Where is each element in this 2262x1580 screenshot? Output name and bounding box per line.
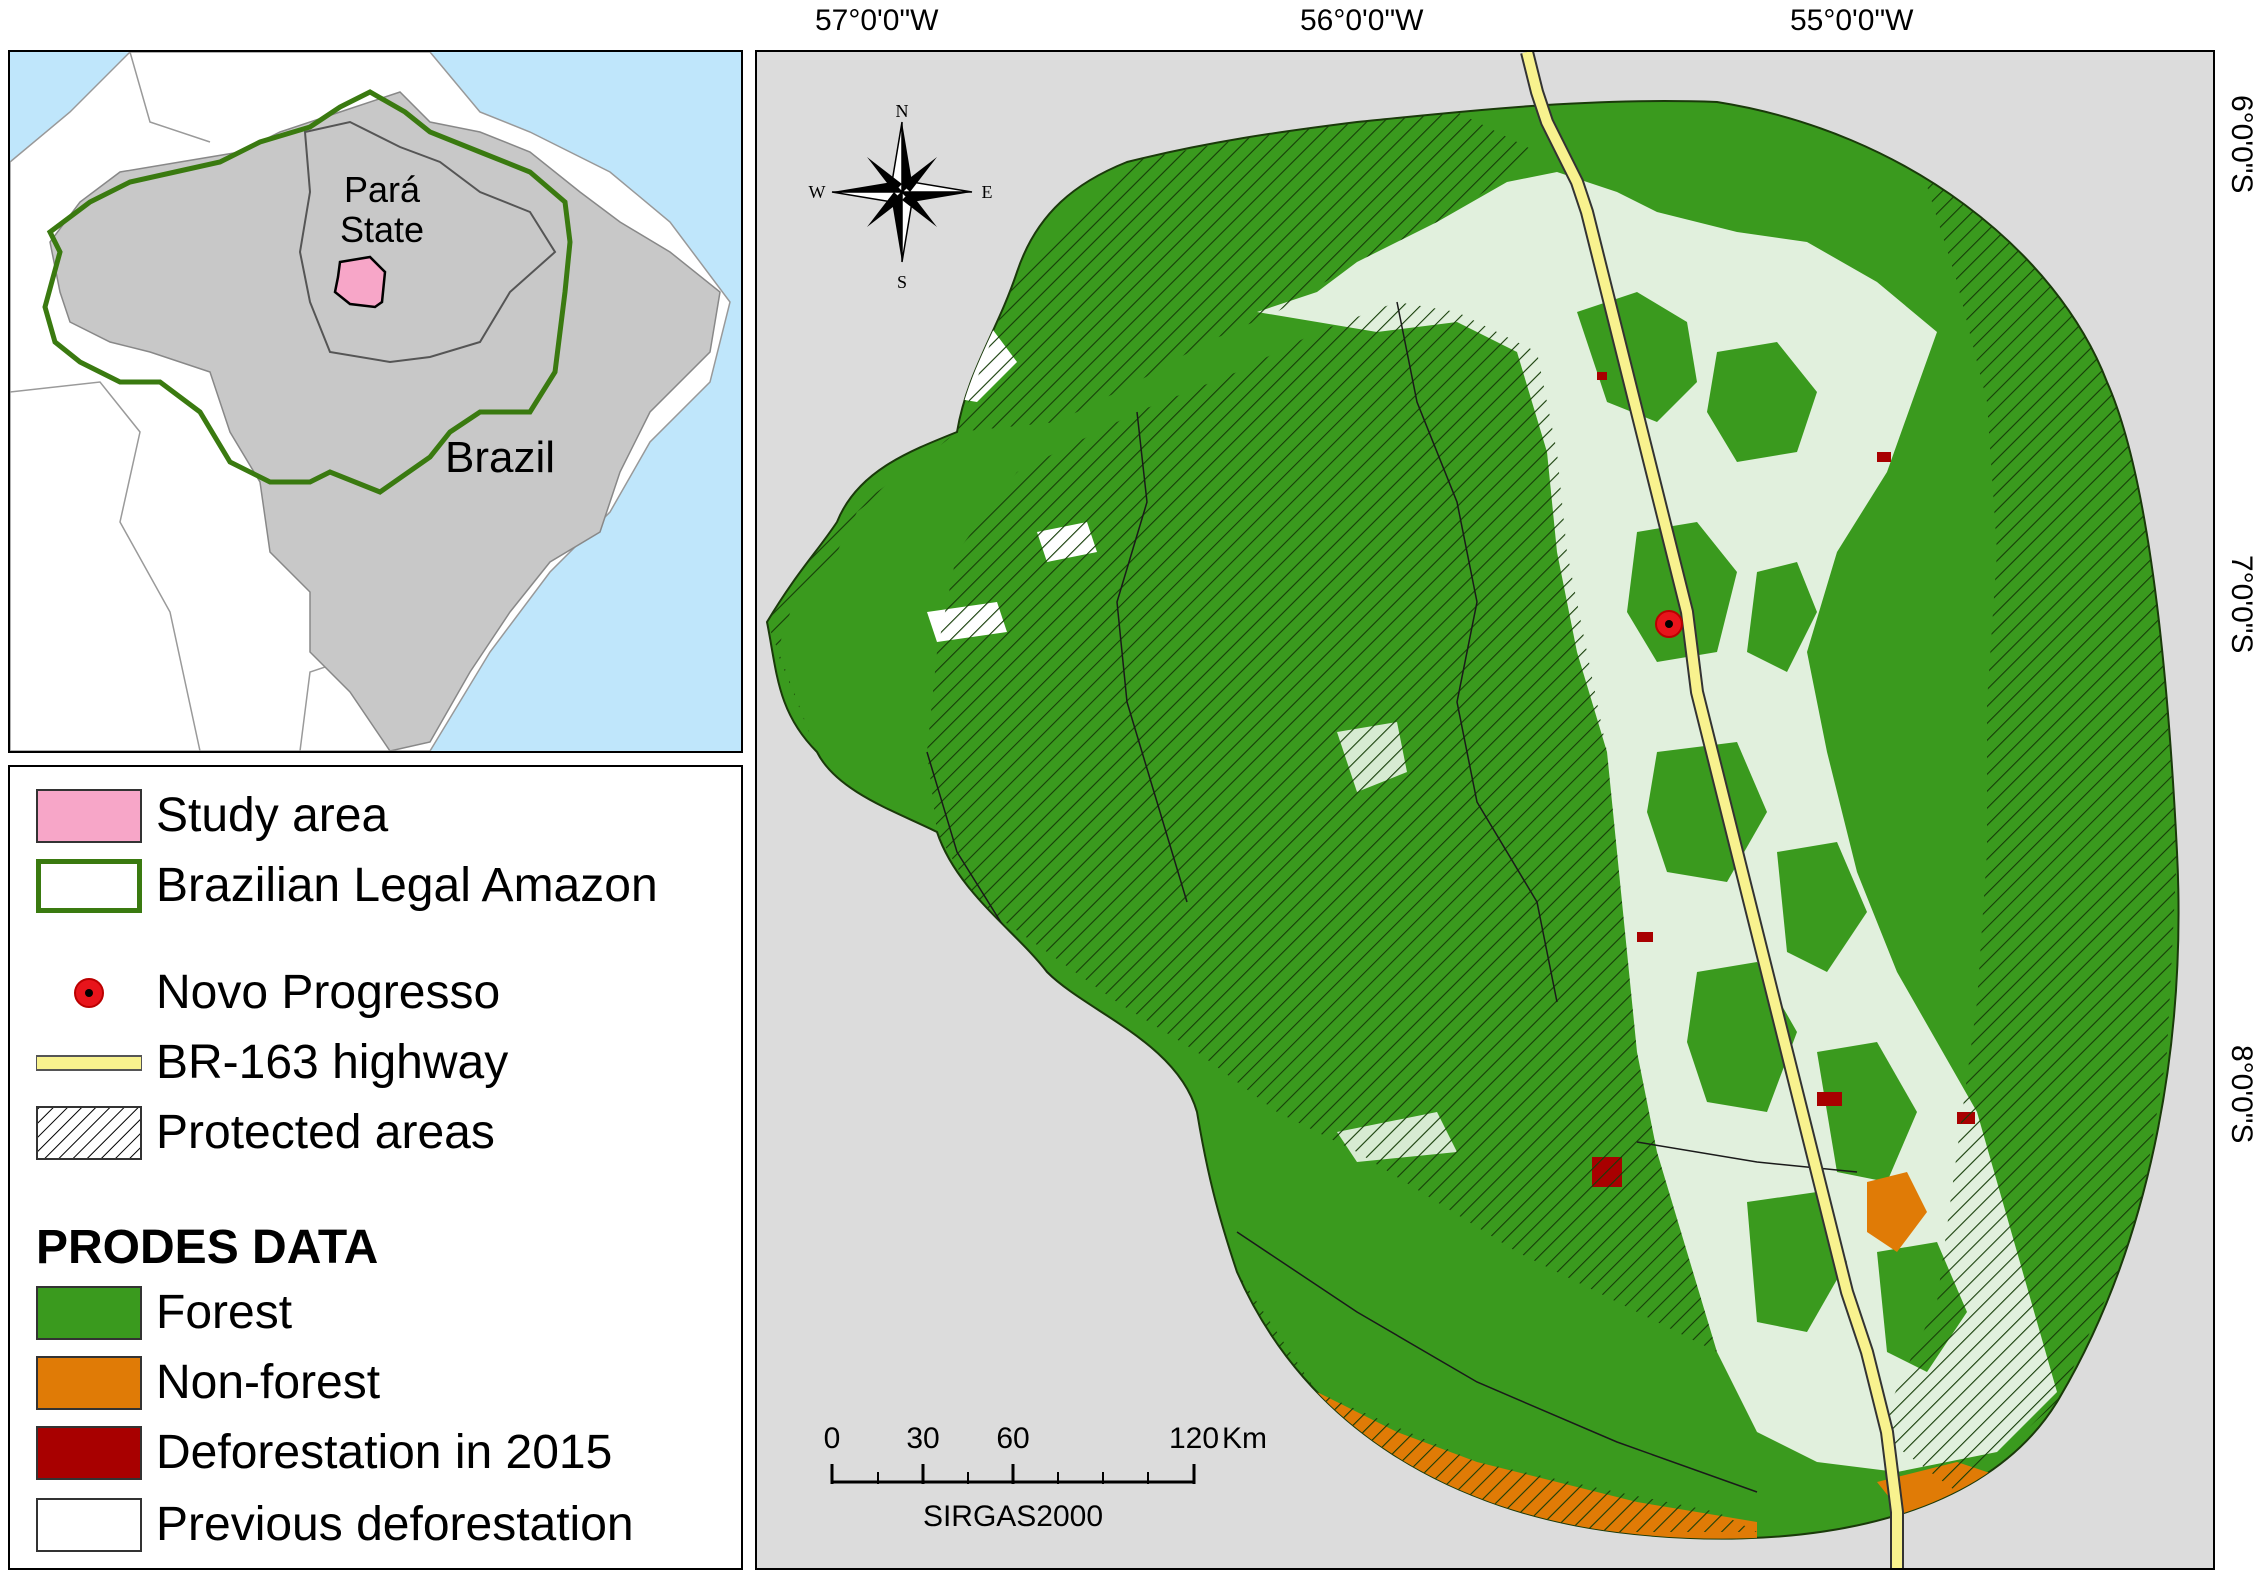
para-state-outline	[298, 120, 557, 364]
non-forest-swatch	[36, 1355, 142, 1410]
main-study-area-map: N S E W 0 30 60 120 Km SIRGAS2000	[755, 50, 2215, 1570]
legend-item-legal-amazon: Brazilian Legal Amazon	[36, 858, 658, 913]
legend-item-highway: BR-163 highway	[36, 1035, 508, 1090]
brazil-label: Brazil	[445, 433, 555, 482]
legend-item-forest: Forest	[36, 1285, 292, 1340]
compass-north: N	[896, 101, 909, 121]
scale-bar: 0 30 60 120 Km SIRGAS2000	[824, 1422, 1267, 1533]
legend-label: Deforestation in 2015	[156, 1426, 613, 1479]
inset-map-svg: Pará State Brazil	[10, 52, 731, 751]
legend-label: Study area	[156, 789, 389, 842]
legend-item-study-area: Study area	[36, 788, 388, 843]
legend-item-non-forest: Non-forest	[36, 1355, 380, 1410]
scale-datum: SIRGAS2000	[923, 1500, 1103, 1533]
latitude-label-8s: 8°0'0"S	[2225, 1045, 2258, 1144]
scale-tick-30: 30	[906, 1422, 939, 1455]
legend-item-previous-deforestation: Previous deforestation	[36, 1497, 634, 1552]
latitude-label-6s: 6°0'0"S	[2225, 95, 2258, 194]
scale-tick-60: 60	[996, 1422, 1029, 1455]
hatch-pattern-icon	[38, 1107, 140, 1158]
inset-locator-map: Pará State Brazil	[8, 50, 743, 753]
non-forest-patch	[1867, 1172, 1927, 1252]
yellow-line-icon	[36, 1054, 142, 1071]
longitude-label-57w: 57°0'0"W	[815, 4, 939, 37]
legend-item-protected-areas: Protected areas	[36, 1105, 495, 1160]
legal-amazon-swatch	[36, 858, 142, 913]
legal-amazon-outline	[42, 89, 573, 495]
deforestation-2015-swatch	[36, 1425, 142, 1480]
protected-area-east	[1877, 122, 2177, 1492]
highway-symbol	[36, 1036, 142, 1090]
red-dot-icon	[74, 977, 104, 1008]
compass-rose-icon: N S E W	[809, 101, 993, 292]
legend-label: Previous deforestation	[156, 1498, 634, 1551]
forest-swatch	[36, 1285, 142, 1340]
protected-areas-swatch	[36, 1105, 142, 1160]
scale-unit: Km	[1222, 1422, 1267, 1455]
para-state-label-line1: Pará	[344, 169, 421, 210]
legend-item-deforestation-2015: Deforestation in 2015	[36, 1425, 612, 1480]
protected-area-center	[927, 302, 1717, 1352]
legend-label: Brazilian Legal Amazon	[156, 859, 658, 912]
novo-progresso-symbol	[36, 966, 142, 1020]
main-map-svg: N S E W 0 30 60 120 Km SIRGAS2000	[765, 52, 2180, 1568]
scale-tick-0: 0	[824, 1422, 841, 1455]
longitude-label-55w: 55°0'0"W	[1790, 4, 1914, 37]
legend-item-novo-progresso: Novo Progresso	[36, 965, 500, 1020]
non-forest-southwest	[927, 1042, 1037, 1122]
legend-label: Forest	[156, 1286, 293, 1339]
previous-deforestation-swatch	[36, 1497, 142, 1552]
compass-south: S	[897, 272, 907, 292]
para-state-label-line2: State	[340, 209, 424, 250]
study-area-shape	[333, 255, 387, 309]
novo-progresso-marker	[1655, 610, 1683, 638]
legend-label: Protected areas	[156, 1106, 495, 1159]
legend-label: Non-forest	[156, 1356, 381, 1409]
compass-east: E	[982, 182, 993, 202]
latitude-label-7s: 7°0'0"S	[2225, 555, 2258, 654]
prodes-heading: PRODES DATA	[36, 1221, 379, 1274]
longitude-label-56w: 56°0'0"W	[1300, 4, 1424, 37]
legend-label: BR-163 highway	[156, 1036, 509, 1089]
scale-tick-120: 120	[1169, 1422, 1219, 1455]
legend-label: Novo Progresso	[156, 966, 501, 1019]
compass-west: W	[809, 182, 826, 202]
study-area-swatch	[36, 788, 142, 843]
